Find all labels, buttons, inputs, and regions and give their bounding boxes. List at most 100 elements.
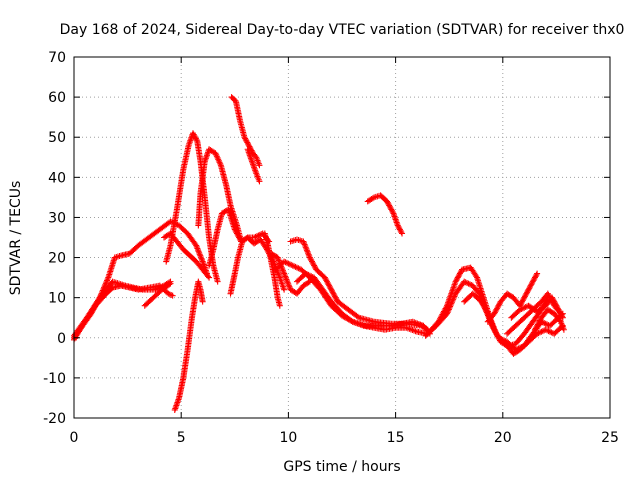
data-point (541, 320, 548, 327)
data-point (483, 308, 490, 315)
data-point (233, 229, 240, 236)
data-point (482, 306, 489, 313)
data-point (493, 306, 500, 313)
data-point (520, 296, 527, 303)
data-point (303, 271, 310, 278)
data-point (308, 273, 315, 280)
x-tick-label: 0 (70, 430, 79, 446)
data-point (192, 134, 199, 141)
data-point (559, 313, 566, 320)
y-tick-labels: -20 -10 0 10 20 30 40 50 60 70 (43, 50, 66, 427)
data-point (396, 225, 403, 232)
data-point (536, 329, 543, 336)
data-point (308, 258, 315, 265)
data-point (549, 300, 556, 307)
data-point (276, 302, 283, 309)
data-point (322, 275, 329, 282)
data-point (244, 139, 251, 146)
data-point (326, 282, 333, 289)
series-track-n (261, 230, 283, 309)
data-point (519, 298, 526, 305)
y-tick-label: 0 (57, 331, 66, 347)
data-point (328, 286, 335, 293)
data-point (517, 301, 524, 308)
data-point (354, 313, 361, 320)
series-track-r (293, 270, 431, 337)
series-track-l (227, 230, 273, 297)
data-point (496, 336, 503, 343)
data-point (526, 283, 533, 290)
data-point (193, 136, 200, 143)
data-point (205, 273, 211, 280)
series-track-y (504, 290, 564, 337)
series-track-i (206, 206, 245, 269)
data-point (535, 330, 542, 337)
data-point (450, 294, 457, 301)
data-point (305, 271, 312, 278)
data-point (235, 233, 242, 240)
data-point (165, 290, 172, 297)
data-point (516, 306, 523, 313)
data-point (519, 305, 526, 312)
y-axis-label: SDTVAR / TECUs (8, 181, 24, 296)
data-point (547, 296, 554, 303)
data-point (545, 328, 552, 335)
data-point (324, 279, 331, 286)
data-point (326, 283, 333, 290)
data-point (384, 199, 391, 206)
y-tick-label: 60 (48, 90, 66, 106)
data-point (492, 308, 499, 315)
y-tick-label: 20 (48, 251, 66, 267)
data-point (253, 233, 260, 240)
data-point (526, 285, 533, 292)
data-point (556, 309, 563, 316)
data-point (102, 280, 109, 287)
data-point (385, 201, 392, 208)
data-point (450, 296, 457, 303)
data-point (536, 318, 543, 325)
data-point (456, 271, 463, 278)
data-point (519, 297, 526, 304)
data-point (152, 286, 159, 293)
data-point (491, 326, 498, 333)
data-point (332, 294, 339, 301)
plot-frame (73, 56, 611, 419)
data-point (306, 254, 313, 261)
data-point (199, 298, 206, 305)
data-point (389, 209, 396, 216)
data-point (532, 325, 539, 332)
data-point (397, 227, 404, 234)
data-point (331, 293, 338, 300)
data-point (533, 324, 540, 331)
series-track-f (171, 278, 206, 413)
data-point (242, 135, 249, 142)
data-point (559, 314, 566, 321)
data-point (387, 205, 394, 212)
data-point (481, 305, 488, 312)
data-point (447, 303, 454, 310)
data-point (252, 233, 259, 240)
data-point (534, 321, 541, 328)
data-point (457, 269, 464, 276)
data-point (308, 257, 315, 264)
data-point (214, 278, 221, 285)
data-point (206, 274, 213, 281)
data-point (448, 299, 455, 306)
data-point (291, 263, 298, 270)
series-track-v (461, 290, 566, 357)
data-point (534, 330, 541, 337)
data-point (243, 138, 250, 145)
data-point (189, 130, 196, 137)
data-point (389, 207, 396, 214)
data-point (560, 326, 567, 333)
series-track-h (195, 146, 245, 245)
data-point (281, 286, 288, 293)
data-point (473, 273, 480, 280)
data-point (447, 302, 454, 309)
data-point (480, 302, 487, 309)
data-point (524, 289, 531, 296)
data-point (493, 330, 500, 337)
data-point (256, 162, 263, 169)
data-point (495, 302, 502, 309)
data-point (495, 334, 502, 341)
